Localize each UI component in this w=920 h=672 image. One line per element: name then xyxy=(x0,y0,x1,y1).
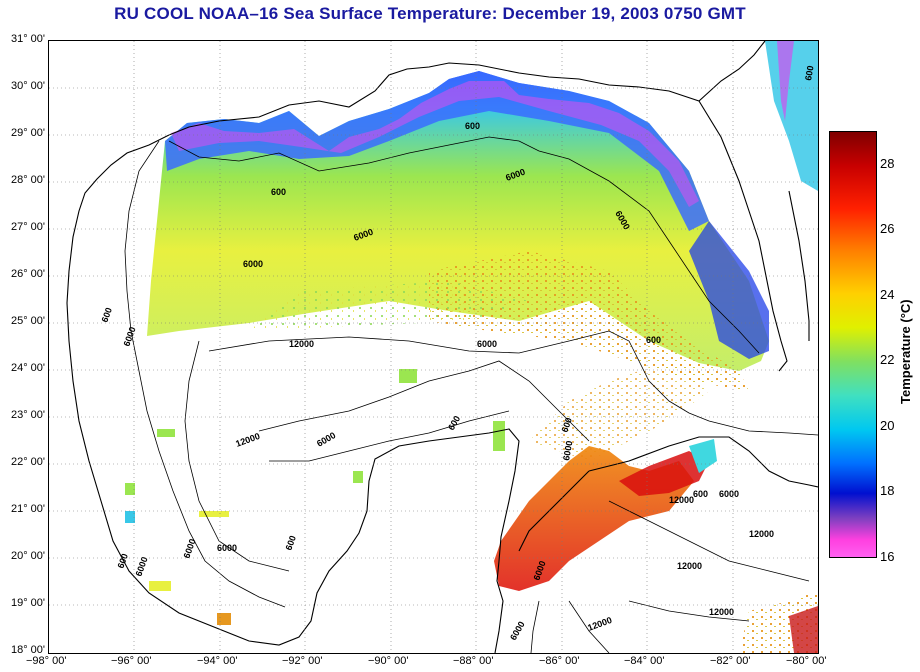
colorbar-tick: 28 xyxy=(880,156,895,171)
colorbar xyxy=(829,131,877,558)
contour-label: 6000 xyxy=(133,555,149,577)
colorbar-tick: 16 xyxy=(880,549,895,564)
colorbar-tick: 24 xyxy=(880,287,895,302)
bathymetry-contours xyxy=(124,136,818,653)
lat-tick: 28° 00' xyxy=(10,174,45,186)
contour-label: 12000 xyxy=(709,607,734,617)
lat-tick: 29° 00' xyxy=(10,127,45,139)
contour-label: 6000 xyxy=(477,339,497,349)
colorbar-tick: 20 xyxy=(880,418,895,433)
colorbar-tick: 22 xyxy=(880,352,895,367)
lon-tick: −90° 00' xyxy=(368,655,409,667)
lat-tick: 31° 00' xyxy=(10,33,45,45)
lat-tick: 25° 00' xyxy=(10,315,45,327)
lon-tick: −96° 00' xyxy=(111,655,152,667)
contour-label: 12000 xyxy=(677,561,702,571)
contour-label: 600 xyxy=(283,534,298,552)
contour-label: 12000 xyxy=(586,615,613,633)
lat-tick: 22° 00' xyxy=(10,456,45,468)
contour-label: 6000 xyxy=(181,537,197,559)
lat-tick: 20° 00' xyxy=(10,550,45,562)
contour-label: 600 xyxy=(803,65,815,82)
lat-tick: 19° 00' xyxy=(10,597,45,609)
contour-label: 12000 xyxy=(749,529,774,539)
contour-label: 600 xyxy=(115,552,130,570)
lat-tick: 24° 00' xyxy=(10,362,45,374)
contour-label: 600 xyxy=(271,187,286,197)
graticule xyxy=(49,41,818,653)
lon-tick: −88° 00' xyxy=(453,655,494,667)
lon-tick: −82° 00' xyxy=(710,655,751,667)
lat-tick: 23° 00' xyxy=(10,409,45,421)
contour-label: 6000 xyxy=(508,620,527,642)
lon-tick: −92° 00' xyxy=(282,655,323,667)
chart-title: RU COOL NOAA–16 Sea Surface Temperature:… xyxy=(114,4,746,23)
colorbar-label: Temperature (°C) xyxy=(898,299,913,404)
lon-tick: −84° 00' xyxy=(624,655,665,667)
colorbar-tick: 26 xyxy=(880,221,895,236)
contour-label: 12000 xyxy=(289,339,314,349)
lat-tick: 27° 00' xyxy=(10,221,45,233)
contour-label: 6000 xyxy=(121,325,137,347)
sst-swath xyxy=(125,41,818,653)
contour-label: 6000 xyxy=(315,430,337,449)
contour-label: 600 xyxy=(646,335,661,345)
colorbar-tick: 18 xyxy=(880,483,895,498)
lon-tick: −80° 00' xyxy=(786,655,827,667)
contour-label: 600 xyxy=(446,414,462,432)
contour-label: 6000 xyxy=(243,259,263,269)
contour-label: 12000 xyxy=(234,431,261,449)
contour-label: 600 xyxy=(465,121,480,131)
lat-tick: 30° 00' xyxy=(10,80,45,92)
lon-tick: −86° 00' xyxy=(539,655,580,667)
contour-label: 600 xyxy=(99,306,114,324)
lon-tick: −98° 00' xyxy=(26,655,67,667)
contour-label: 6000 xyxy=(561,440,574,461)
lat-tick: 21° 00' xyxy=(10,503,45,515)
lat-tick: 18° 00' xyxy=(10,644,45,656)
contour-label: 600 xyxy=(693,489,708,499)
contour-label: 12000 xyxy=(669,495,694,505)
contour-label: 6000 xyxy=(217,543,237,553)
sst-map: 600 6000 600 6000 6000 6000 600 6000 120… xyxy=(48,40,819,654)
contour-label: 600 xyxy=(559,416,574,434)
lat-tick: 26° 00' xyxy=(10,268,45,280)
lon-tick: −94° 00' xyxy=(197,655,238,667)
contour-label: 6000 xyxy=(719,489,739,499)
